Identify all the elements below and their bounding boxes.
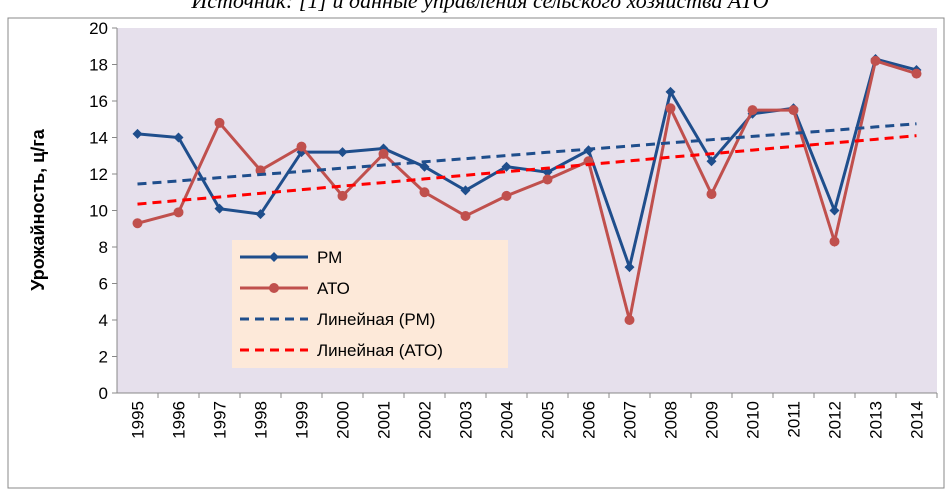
marker xyxy=(542,174,553,185)
y-tick-label: 14 xyxy=(89,129,108,148)
x-tick-label: 2006 xyxy=(580,401,599,439)
marker xyxy=(255,165,266,176)
legend-marker xyxy=(269,252,279,262)
x-tick-label: 1995 xyxy=(129,401,148,439)
marker xyxy=(214,117,225,128)
trend-line xyxy=(137,134,917,206)
legend-label: РМ xyxy=(317,248,342,267)
x-tick-label: 2013 xyxy=(867,401,886,439)
marker xyxy=(624,262,635,273)
marker xyxy=(460,210,471,221)
x-tick-label: 2011 xyxy=(785,401,804,438)
x-tick-label: 2005 xyxy=(539,401,558,439)
y-tick-label: 4 xyxy=(99,311,108,330)
marker xyxy=(788,105,799,116)
marker xyxy=(132,128,143,139)
y-tick-label: 20 xyxy=(89,19,108,38)
marker xyxy=(706,156,717,167)
y-tick-label: 12 xyxy=(89,165,108,184)
x-tick-label: 2002 xyxy=(416,401,435,439)
x-tick-label: 2000 xyxy=(334,401,353,439)
trend-line xyxy=(137,122,917,186)
y-tick-label: 10 xyxy=(89,202,108,221)
y-tick-label: 8 xyxy=(99,238,108,257)
marker xyxy=(665,103,676,114)
marker xyxy=(419,187,430,198)
marker xyxy=(419,161,430,172)
y-tick-label: 6 xyxy=(99,275,108,294)
marker xyxy=(829,236,840,247)
x-tick-label: 2008 xyxy=(662,401,681,439)
marker xyxy=(296,141,307,152)
x-tick-label: 2012 xyxy=(826,401,845,439)
x-tick-label: 2003 xyxy=(457,401,476,439)
x-tick-label: 1999 xyxy=(293,401,312,439)
marker xyxy=(214,203,225,214)
y-tick-label: 18 xyxy=(89,56,108,75)
marker xyxy=(911,68,922,79)
marker xyxy=(173,132,184,143)
x-tick-label: 2010 xyxy=(744,401,763,439)
y-tick-label: 16 xyxy=(89,92,108,111)
legend-box xyxy=(232,240,508,368)
marker xyxy=(173,207,184,218)
marker xyxy=(624,315,635,325)
series-line xyxy=(137,58,917,321)
x-tick-label: 2007 xyxy=(621,401,640,439)
marker xyxy=(870,55,881,66)
marker xyxy=(255,209,266,220)
y-axis-label: Урожайность, ц/га xyxy=(28,128,48,290)
marker xyxy=(132,218,143,229)
marker xyxy=(378,148,389,159)
caption: Источник: [1] и данные управления сельск… xyxy=(190,0,768,13)
marker xyxy=(501,161,512,172)
marker xyxy=(337,190,348,201)
x-tick-label: 1996 xyxy=(170,401,189,439)
marker xyxy=(460,185,471,196)
x-tick-label: 1998 xyxy=(252,401,271,439)
y-tick-label: 0 xyxy=(99,384,108,403)
marker xyxy=(665,86,676,97)
x-tick-label: 2009 xyxy=(703,401,722,439)
legend-label: АТО xyxy=(317,279,350,298)
x-tick-label: 1997 xyxy=(211,401,230,439)
marker xyxy=(337,147,348,158)
x-tick-label: 2014 xyxy=(908,401,927,439)
x-tick-label: 2004 xyxy=(498,401,517,439)
marker xyxy=(501,190,512,201)
legend-label: Линейная (РМ) xyxy=(317,310,435,329)
legend-label: Линейная (АТО) xyxy=(317,341,443,360)
marker xyxy=(706,189,717,200)
y-tick-label: 2 xyxy=(99,348,108,367)
marker xyxy=(747,105,758,116)
x-tick-label: 2001 xyxy=(375,401,394,439)
legend-marker xyxy=(269,283,279,293)
marker xyxy=(829,205,840,216)
